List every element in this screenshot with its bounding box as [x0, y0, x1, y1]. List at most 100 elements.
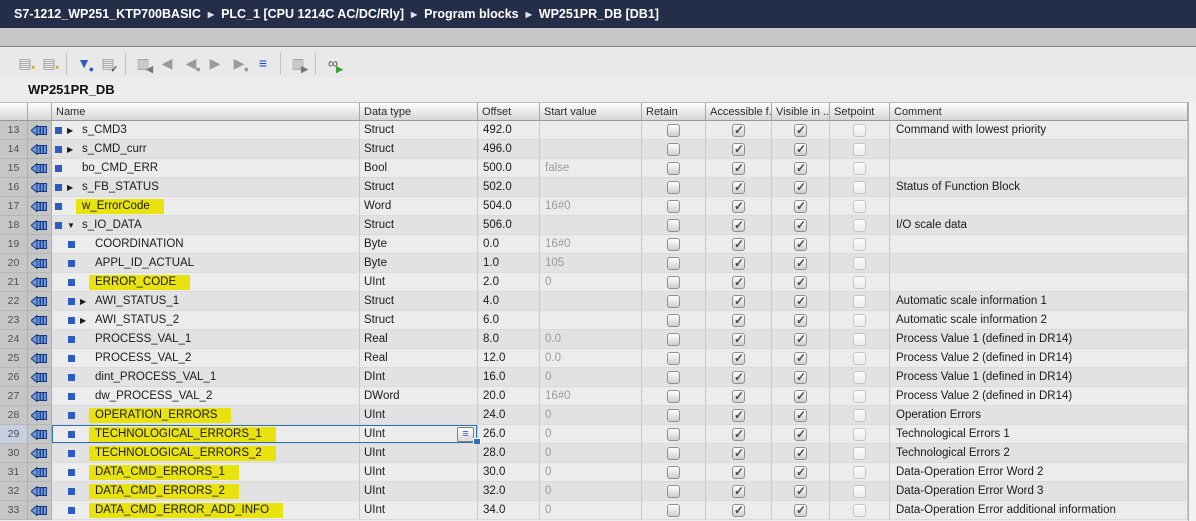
- comment-cell[interactable]: Process Value 1 (defined in DR14): [890, 330, 1188, 349]
- start-value-cell[interactable]: 0: [540, 406, 642, 425]
- comment-cell[interactable]: I/O scale data: [890, 216, 1188, 235]
- retain-checkbox[interactable]: [667, 180, 680, 194]
- data-type-cell[interactable]: UInt: [360, 463, 478, 482]
- retain-checkbox[interactable]: [667, 465, 680, 479]
- accessible-from-hmi-checkbox[interactable]: [732, 427, 745, 441]
- data-type-cell[interactable]: Real: [360, 349, 478, 368]
- retain-checkbox[interactable]: [667, 427, 680, 441]
- retain-checkbox[interactable]: [667, 503, 680, 517]
- comment-cell[interactable]: [890, 254, 1188, 273]
- column-header[interactable]: Setpoint: [830, 102, 890, 121]
- row-number[interactable]: 19: [0, 235, 28, 254]
- comment-cell[interactable]: Technological Errors 2: [890, 444, 1188, 463]
- name-cell[interactable]: ▶ AWI_STATUS_2: [52, 311, 360, 330]
- visible-in-hmi-checkbox[interactable]: [794, 313, 807, 327]
- start-value-cell[interactable]: [540, 140, 642, 159]
- visible-in-hmi-checkbox[interactable]: [794, 294, 807, 308]
- visible-in-hmi-checkbox[interactable]: [794, 427, 807, 441]
- accessible-from-hmi-checkbox[interactable]: [732, 142, 745, 156]
- data-type-cell[interactable]: UInt: [360, 444, 478, 463]
- start-value-cell[interactable]: 0.0: [540, 349, 642, 368]
- visible-in-hmi-checkbox[interactable]: [794, 123, 807, 137]
- comment-cell[interactable]: Process Value 2 (defined in DR14): [890, 349, 1188, 368]
- comment-cell[interactable]: Status of Function Block: [890, 178, 1188, 197]
- retain-checkbox[interactable]: [667, 142, 680, 156]
- expand-toggle-icon[interactable]: ▶: [67, 144, 74, 154]
- retain-checkbox[interactable]: [667, 408, 680, 422]
- accessible-from-hmi-checkbox[interactable]: [732, 180, 745, 194]
- comment-cell[interactable]: [890, 197, 1188, 216]
- accessible-from-hmi-checkbox[interactable]: [732, 199, 745, 213]
- accessible-from-hmi-checkbox[interactable]: [732, 237, 745, 251]
- accessible-from-hmi-checkbox[interactable]: [732, 446, 745, 460]
- copy-snapshots-icon[interactable]: ▥ ◀: [136, 55, 153, 74]
- comment-cell[interactable]: [890, 273, 1188, 292]
- collapse-toggle-icon[interactable]: ▼: [67, 220, 75, 230]
- insert-row-icon[interactable]: ▤ *: [18, 55, 35, 74]
- start-value-cell[interactable]: 0: [540, 482, 642, 501]
- name-cell[interactable]: ▶OPERATION_ERRORS: [52, 406, 360, 425]
- start-value-cell[interactable]: 0: [540, 444, 642, 463]
- comment-cell[interactable]: Data-Operation Error Word 2: [890, 463, 1188, 482]
- name-cell[interactable]: ▶bo_CMD_ERR: [52, 159, 360, 178]
- row-number[interactable]: 14: [0, 140, 28, 159]
- visible-in-hmi-checkbox[interactable]: [794, 503, 807, 517]
- comment-cell[interactable]: Process Value 2 (defined in DR14): [890, 387, 1188, 406]
- row-number[interactable]: 20: [0, 254, 28, 273]
- comment-cell[interactable]: Automatic scale information 2: [890, 311, 1188, 330]
- start-value-cell[interactable]: 16#0: [540, 387, 642, 406]
- comment-cell[interactable]: Process Value 1 (defined in DR14): [890, 368, 1188, 387]
- comment-cell[interactable]: Command with lowest priority: [890, 121, 1188, 140]
- row-number[interactable]: 26: [0, 368, 28, 387]
- visible-in-hmi-checkbox[interactable]: [794, 142, 807, 156]
- row-number[interactable]: 31: [0, 463, 28, 482]
- retain-checkbox[interactable]: [667, 484, 680, 498]
- accessible-from-hmi-checkbox[interactable]: [732, 370, 745, 384]
- comment-cell[interactable]: Technological Errors 1: [890, 425, 1188, 444]
- retain-checkbox[interactable]: [667, 389, 680, 403]
- column-header[interactable]: Start value: [540, 102, 642, 121]
- visible-in-hmi-checkbox[interactable]: [794, 389, 807, 403]
- retain-checkbox[interactable]: [667, 294, 680, 308]
- name-cell[interactable]: ▶COORDINATION: [52, 235, 360, 254]
- update-interface-icon[interactable]: ▥ ▶: [291, 55, 308, 74]
- row-number[interactable]: 16: [0, 178, 28, 197]
- row-number[interactable]: 30: [0, 444, 28, 463]
- breadcrumb-item[interactable]: WP251PR_DB [DB1]: [538, 7, 659, 21]
- row-number[interactable]: 25: [0, 349, 28, 368]
- accessible-from-hmi-checkbox[interactable]: [732, 332, 745, 346]
- row-number[interactable]: 32: [0, 482, 28, 501]
- column-header[interactable]: Accessible f...: [706, 102, 772, 121]
- data-type-cell[interactable]: DWord: [360, 387, 478, 406]
- retain-checkbox[interactable]: [667, 218, 680, 232]
- visible-in-hmi-checkbox[interactable]: [794, 199, 807, 213]
- visible-in-hmi-checkbox[interactable]: [794, 484, 807, 498]
- comment-cell[interactable]: Operation Errors: [890, 406, 1188, 425]
- data-type-cell[interactable]: Struct: [360, 311, 478, 330]
- row-number[interactable]: 13: [0, 121, 28, 140]
- name-cell[interactable]: ▶TECHNOLOGICAL_ERRORS_2: [52, 444, 360, 463]
- vertical-scrollbar[interactable]: [1188, 102, 1196, 521]
- visible-in-hmi-checkbox[interactable]: [794, 332, 807, 346]
- column-header[interactable]: Name: [52, 102, 360, 121]
- name-cell[interactable]: ▶DATA_CMD_ERRORS_1: [52, 463, 360, 482]
- data-type-cell[interactable]: Struct: [360, 292, 478, 311]
- start-value-cell[interactable]: [540, 311, 642, 330]
- expand-toggle-icon[interactable]: ▶: [67, 125, 74, 135]
- copy-snapshot-to-setpoints-icon[interactable]: ◀ ●: [185, 55, 201, 74]
- data-type-cell[interactable]: Struct: [360, 140, 478, 159]
- name-cell[interactable]: ▶ERROR_CODE: [52, 273, 360, 292]
- name-cell[interactable]: ▶PROCESS_VAL_1: [52, 330, 360, 349]
- start-value-cell[interactable]: [540, 121, 642, 140]
- accessible-from-hmi-checkbox[interactable]: [732, 123, 745, 137]
- start-value-cell[interactable]: 0: [540, 463, 642, 482]
- comment-cell[interactable]: Data-Operation Error Word 3: [890, 482, 1188, 501]
- data-type-cell[interactable]: Byte: [360, 254, 478, 273]
- comment-cell[interactable]: Automatic scale information 1: [890, 292, 1188, 311]
- comment-cell[interactable]: Data-Operation Error additional informat…: [890, 501, 1188, 520]
- column-header[interactable]: Visible in ...: [772, 102, 830, 121]
- name-cell[interactable]: ▶APPL_ID_ACTUAL: [52, 254, 360, 273]
- retain-checkbox[interactable]: [667, 161, 680, 175]
- retain-checkbox[interactable]: [667, 256, 680, 270]
- row-number[interactable]: 33: [0, 501, 28, 520]
